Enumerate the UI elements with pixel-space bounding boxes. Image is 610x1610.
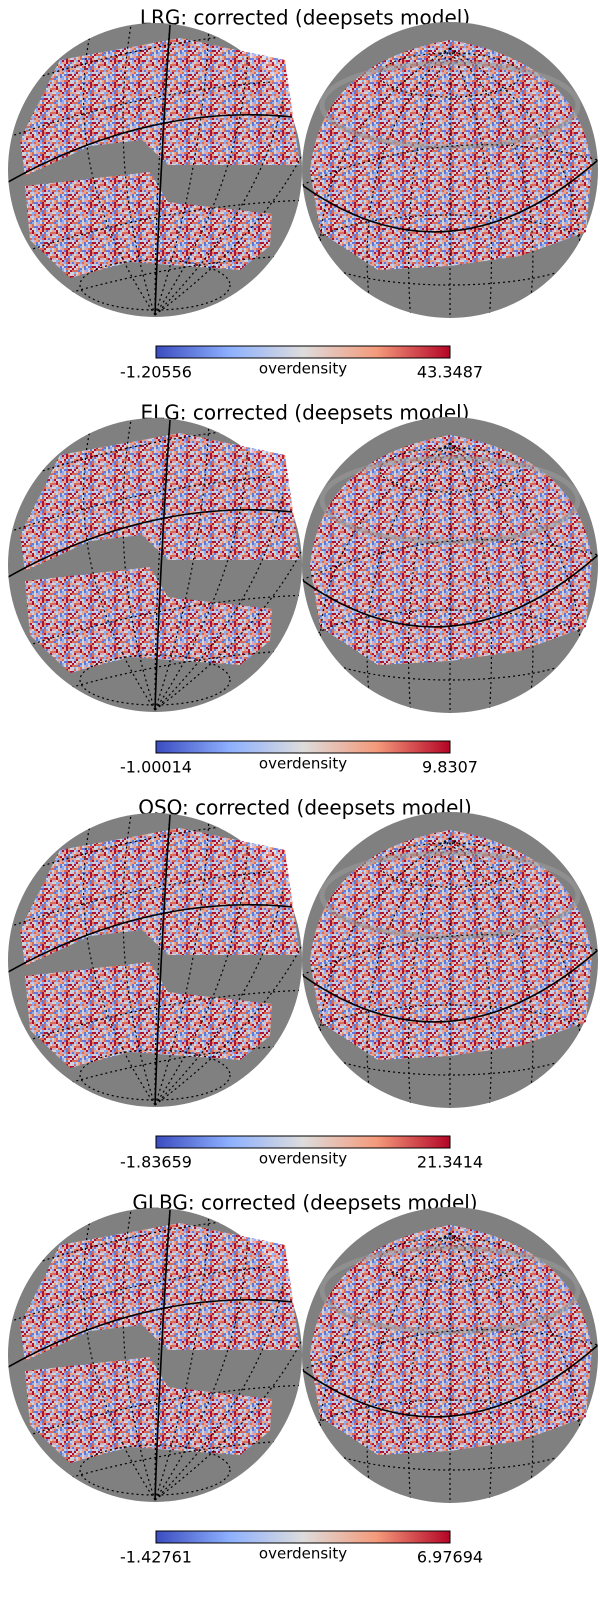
colorbar-label: overdensity — [259, 1545, 347, 1563]
sky-map-right — [302, 812, 598, 1120]
colorbar — [156, 346, 450, 358]
page: {"panels": [ {"title": "LRG: corrected (… — [0, 0, 610, 1610]
colorbar-max: 6.97694 — [417, 1548, 483, 1567]
colorbar-label: overdensity — [259, 755, 347, 773]
colorbar-max: 9.8307 — [422, 758, 478, 777]
colorbar-min: -1.83659 — [120, 1153, 192, 1172]
colorbar-label: overdensity — [259, 360, 347, 378]
sky-map-left — [0, 1208, 328, 1502]
sky-map-left — [0, 418, 328, 712]
sky-map-left — [0, 813, 328, 1107]
colorbar-min: -1.42761 — [120, 1548, 192, 1567]
figure: LRG: corrected (deepsets model)-1.20556o… — [0, 0, 610, 1610]
colorbar-min: -1.20556 — [120, 363, 192, 382]
sky-map-right — [302, 22, 598, 330]
colorbar-max: 43.3487 — [417, 363, 483, 382]
colorbar — [156, 741, 450, 753]
colorbar-max: 21.3414 — [417, 1153, 483, 1172]
panel: GLBG: corrected (deepsets model)-1.42761… — [0, 1191, 598, 1567]
sky-map-right — [302, 417, 598, 725]
colorbar-min: -1.00014 — [120, 758, 192, 777]
colorbar — [156, 1531, 450, 1543]
sky-map-left — [0, 23, 328, 317]
colorbar-label: overdensity — [259, 1150, 347, 1168]
sky-map-right — [302, 1207, 598, 1515]
colorbar — [156, 1136, 450, 1148]
